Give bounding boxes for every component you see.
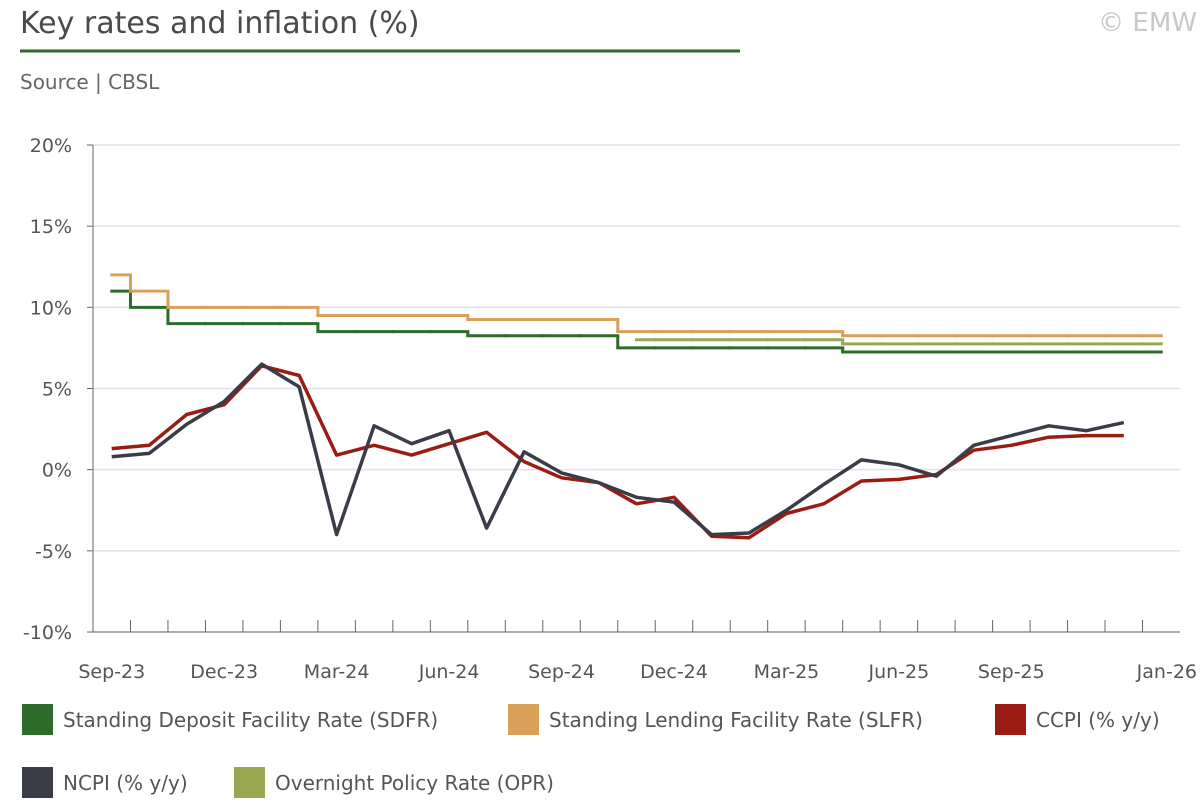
y-tick-label: -10% (23, 622, 72, 644)
plot (110, 273, 1163, 540)
x-tick-label: Jun-25 (868, 661, 930, 683)
y-tick-label: 0% (42, 460, 72, 482)
legend-swatch (508, 704, 539, 735)
x-tick-label: Mar-25 (754, 661, 820, 683)
legend-label: Standing Deposit Facility Rate (SDFR) (63, 708, 438, 732)
x-tick-label: Dec-23 (190, 661, 258, 683)
x-tick-label: Sep-23 (78, 661, 145, 683)
legend-label: NCPI (% y/y) (63, 771, 188, 795)
y-tick-label: -5% (35, 541, 72, 563)
x-tick-label: Dec-24 (640, 661, 708, 683)
legend-swatch (234, 767, 265, 798)
legend-label: Overnight Policy Rate (OPR) (275, 771, 554, 795)
credit: © EMW (1098, 8, 1197, 38)
legend-label: Standing Lending Facility Rate (SLFR) (549, 708, 923, 732)
y-tick-label: 10% (30, 297, 72, 319)
y-tick-label: 20% (30, 135, 72, 157)
x-tick-label: Mar-24 (304, 661, 370, 683)
legend: Standing Deposit Facility Rate (SDFR) Sta… (22, 704, 1160, 798)
legend-label: CCPI (% y/y) (1036, 708, 1160, 732)
y-tick-label: 5% (42, 379, 72, 401)
x-tick-label: Sep-25 (978, 661, 1045, 683)
y-tick-label: 15% (30, 216, 72, 238)
grid: -10% -5% 0% 5% 10% 15% 20% Sep-23 Dec-23 Mar-24 Ju… (23, 135, 1197, 683)
legend-swatch (995, 704, 1026, 735)
x-tick-label: Jan-26 (1136, 661, 1197, 683)
series-line (111, 362, 1125, 537)
x-tick-label: Sep-24 (528, 661, 595, 683)
legend-swatch (22, 704, 53, 735)
series-line (111, 364, 1124, 540)
chart-title: Key rates and inflation (%) (20, 6, 420, 41)
x-tick-label: Jun-24 (418, 661, 480, 683)
legend-swatch (22, 767, 53, 798)
subtitle: Source | CBSL (20, 70, 160, 94)
